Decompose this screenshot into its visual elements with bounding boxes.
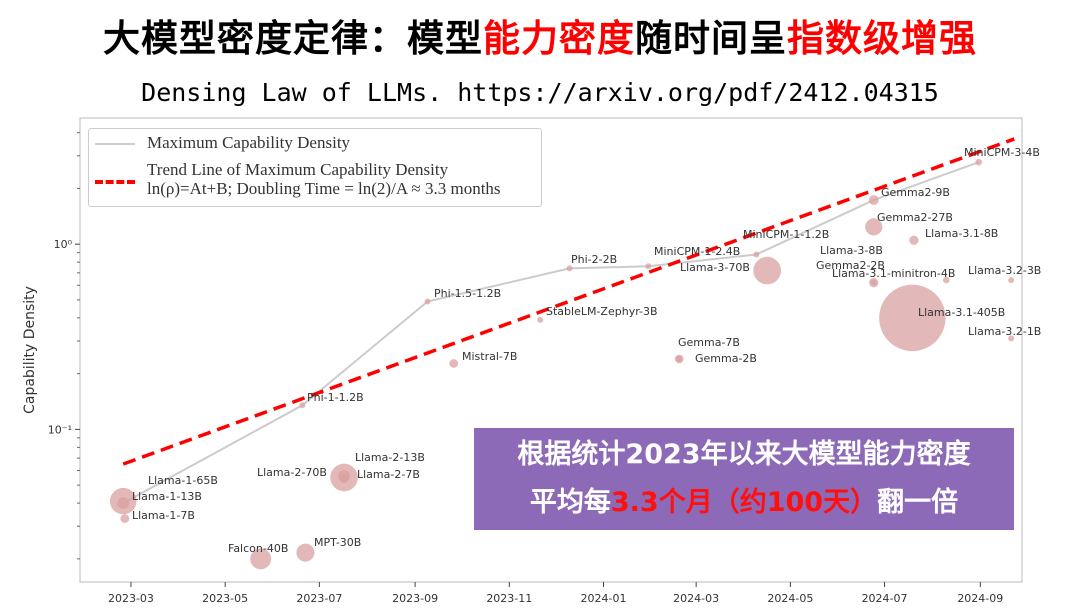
model-label: Gemma2-27B	[877, 211, 953, 224]
title-part: 大模型密度定律：模型	[103, 17, 483, 60]
title-part: 随时间呈	[635, 17, 787, 60]
y-tick-label: 10⁻¹	[48, 423, 72, 436]
y-axis-label: Capability Density	[22, 286, 38, 414]
model-bubble	[449, 359, 459, 368]
model-bubble	[879, 284, 946, 352]
model-bubble	[1008, 277, 1015, 284]
summary-callout: 根据统计2023年以来大模型能力密度 平均每3.3个月（约100天）翻一倍	[474, 428, 1014, 530]
x-tick-label: 2023-11	[486, 592, 532, 605]
title-highlight: 能力密度	[483, 17, 635, 60]
model-label: Llama-3.2-1B	[968, 325, 1041, 338]
callout-text: 平均每	[529, 487, 611, 518]
y-tick-label: 10⁰	[54, 238, 73, 251]
chart-legend: Maximum Capability Density Trend Line of…	[88, 128, 542, 207]
model-bubble	[975, 158, 983, 166]
model-bubble	[868, 195, 879, 206]
x-tick-label: 2023-05	[202, 592, 248, 605]
model-bubble	[339, 474, 349, 484]
legend-label-formula: ln(ρ)=At+B; Doubling Time = ln(2)/A ≈ 3.…	[147, 179, 501, 198]
legend-label-trend: Trend Line of Maximum Capability Density	[147, 160, 449, 179]
model-label: Llama-1-65B	[148, 474, 218, 487]
legend-label-max: Maximum Capability Density	[147, 133, 351, 152]
model-label: Llama-2-70B	[257, 466, 327, 479]
model-label: Gemma-2B	[695, 352, 757, 365]
callout-text: 翻一倍	[877, 487, 959, 518]
x-tick-label: 2024-01	[581, 592, 627, 605]
callout-line2: 平均每3.3个月（约100天）翻一倍	[474, 479, 1014, 527]
x-tick-label: 2023-09	[392, 592, 438, 605]
model-bubble	[943, 276, 950, 284]
model-label: Llama-2-7B	[357, 468, 420, 481]
model-label: Llama-1-13B	[132, 490, 202, 503]
model-label: Phi-1.5-1.2B	[434, 287, 501, 300]
model-bubble	[753, 251, 760, 258]
trend-line	[122, 137, 1015, 466]
model-bubble	[299, 402, 306, 409]
model-label: Llama-2-13B	[355, 451, 425, 464]
max-density-line	[122, 161, 980, 504]
model-label: Falcon-40B	[228, 542, 288, 555]
model-label: Llama-1-7B	[132, 509, 195, 522]
model-bubble	[117, 497, 130, 510]
model-bubble	[865, 218, 883, 236]
model-label: MiniCPM-1-1.2B	[743, 228, 829, 241]
model-label: Gemma-7B	[678, 336, 740, 349]
model-label: Llama-3-8B	[820, 244, 883, 257]
legend-swatch-max	[95, 143, 135, 145]
plot-frame	[79, 117, 1023, 583]
model-bubble	[645, 263, 652, 270]
model-label: Llama-3-70B	[680, 261, 750, 274]
model-bubble	[566, 265, 573, 272]
model-bubble	[753, 256, 782, 285]
model-label: Llama-3.1-405B	[918, 306, 1005, 319]
model-label: Llama-3.1-8B	[925, 227, 998, 240]
legend-swatch-trend	[95, 180, 135, 184]
callout-line1: 根据统计2023年以来大模型能力密度	[517, 439, 971, 470]
model-bubble	[870, 279, 877, 286]
x-tick-label: 2024-07	[862, 592, 908, 605]
model-label: Gemma2-9B	[881, 186, 950, 199]
model-bubble	[424, 298, 431, 305]
model-bubble	[120, 514, 130, 523]
model-bubble	[1008, 335, 1015, 342]
model-label: MPT-30B	[314, 536, 361, 549]
model-label: Phi-2-2B	[571, 253, 617, 266]
callout-highlight: 3.3个月（约100天）	[610, 487, 878, 518]
model-label: MiniCPM-3-4B	[964, 146, 1040, 159]
model-bubble	[296, 543, 315, 562]
model-bubble	[537, 316, 544, 323]
model-label: Phi-1-1.2B	[307, 391, 364, 404]
model-label: Llama-3.2-3B	[968, 264, 1041, 277]
model-bubble	[676, 355, 683, 362]
x-tick-label: 2024-03	[673, 592, 719, 605]
model-label: Llama-3.1-minitron-4B	[832, 267, 955, 280]
slide-title: 大模型密度定律：模型能力密度随时间呈指数级增强	[0, 8, 1080, 62]
x-tick-label: 2024-05	[767, 592, 813, 605]
x-tick-label: 2024-09	[957, 592, 1003, 605]
model-label: Mistral-7B	[462, 350, 517, 363]
model-label: Gemma2-2B	[816, 259, 885, 272]
model-label: StableLM-Zephyr-3B	[546, 305, 658, 318]
model-bubble	[250, 548, 272, 570]
x-tick-label: 2023-07	[296, 592, 342, 605]
title-highlight: 指数级增强	[787, 17, 977, 60]
model-label: MiniCPM-1-2.4B	[654, 245, 740, 258]
x-tick-label: 2023-03	[108, 592, 154, 605]
slide-subtitle: Densing Law of LLMs. https://arxiv.org/p…	[141, 78, 939, 107]
model-bubble	[909, 235, 919, 245]
